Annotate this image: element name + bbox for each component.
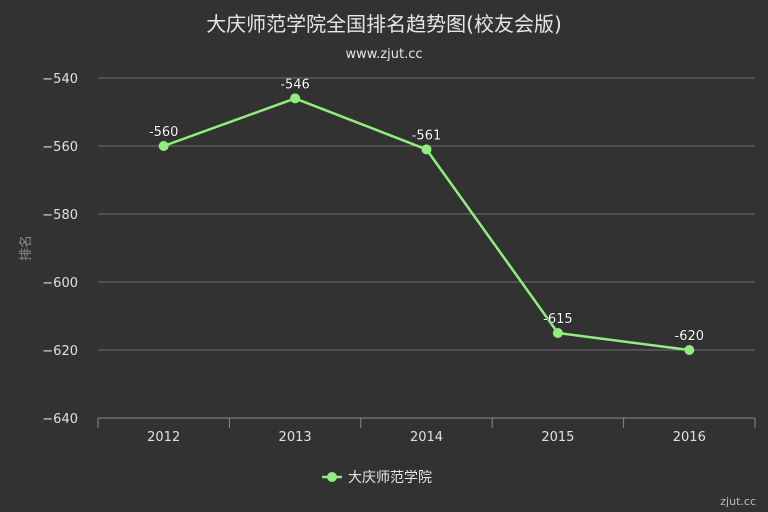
legend-marker-icon xyxy=(327,472,337,482)
x-tick-label: 2012 xyxy=(147,430,180,445)
series-layer xyxy=(158,93,695,355)
data-label: -615 xyxy=(543,312,573,327)
chart-credit[interactable]: zjut.cc xyxy=(720,495,756,508)
y-tick-label: −620 xyxy=(42,344,78,359)
data-label: -561 xyxy=(412,128,442,143)
y-tick-label: −580 xyxy=(42,208,78,223)
data-label: -620 xyxy=(675,329,705,344)
chart-subtitle: www.zjut.cc xyxy=(345,47,422,62)
data-point[interactable] xyxy=(684,345,695,355)
x-tick-label: 2016 xyxy=(673,430,706,445)
y-tick-label: −540 xyxy=(42,72,78,87)
x-tick-label: 2014 xyxy=(410,430,443,445)
y-axis-ticks: −540 −560 −580 −600 −620 −640 xyxy=(42,72,78,427)
y-tick-label: −600 xyxy=(42,276,78,291)
grid-lines xyxy=(98,77,755,351)
data-label: -546 xyxy=(280,77,310,92)
x-tick-label: 2015 xyxy=(541,430,574,445)
data-point[interactable] xyxy=(290,93,301,104)
y-axis-label: 排名 xyxy=(18,235,34,261)
y-tick-label: −560 xyxy=(42,140,78,155)
data-point[interactable] xyxy=(421,144,432,155)
data-labels: -560 -546 -561 -615 -620 xyxy=(149,77,705,344)
data-point[interactable] xyxy=(552,328,563,338)
chart-title: 大庆师范学院全国排名趋势图(校友会版) xyxy=(206,12,562,36)
legend-label: 大庆师范学院 xyxy=(348,469,432,486)
data-label: -560 xyxy=(149,125,179,140)
data-point[interactable] xyxy=(158,141,169,151)
y-tick-label: −640 xyxy=(42,412,78,427)
legend-item[interactable]: 大庆师范学院 xyxy=(322,469,432,486)
x-axis: 2012 2013 2014 2015 2016 xyxy=(97,417,756,445)
x-tick-label: 2013 xyxy=(279,430,312,445)
